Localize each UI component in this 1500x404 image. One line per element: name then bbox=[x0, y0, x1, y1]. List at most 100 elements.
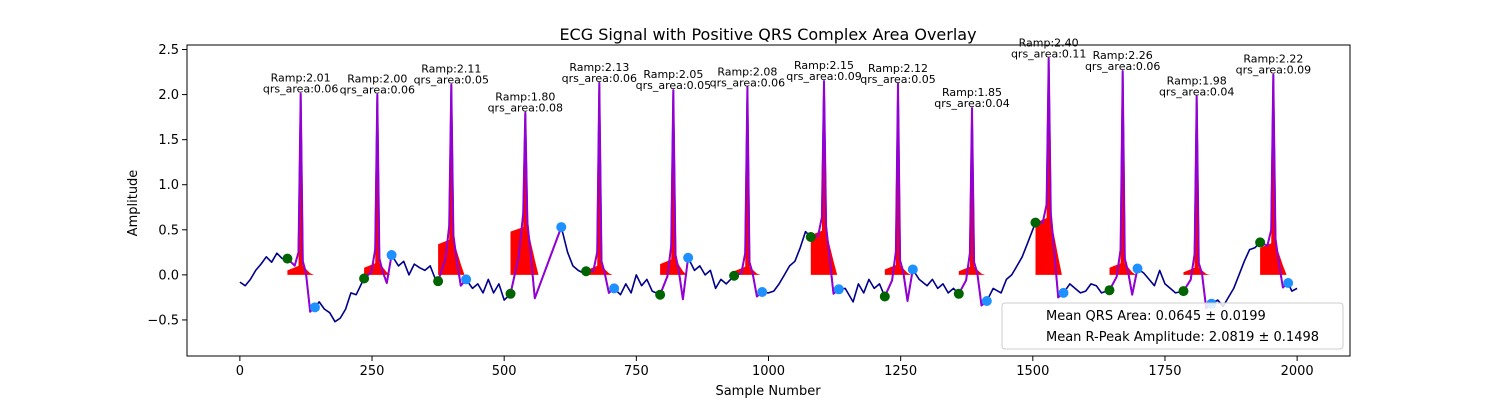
qrs-segment-line-6 bbox=[659, 89, 690, 301]
y-tick-label-4: 1.5 bbox=[158, 133, 179, 148]
qrs-segment-line-5 bbox=[586, 81, 615, 294]
qrs-segment-line-1 bbox=[286, 92, 315, 313]
qrs-area-label-1: qrs_area:0.06 bbox=[263, 83, 338, 96]
y-tick-label-1: 0.0 bbox=[158, 268, 179, 283]
qrs-area-fill-13 bbox=[1183, 96, 1210, 275]
r-amp-label-11: Ramp:2.40 bbox=[1019, 37, 1079, 50]
qrs-onset-marker-7 bbox=[729, 270, 740, 281]
axes: 0 250 500 750 1000 1250 1500 1750 2000 −0.5 0.0 0.5… bbox=[147, 43, 1351, 379]
qrs-area-fill-6 bbox=[660, 90, 687, 275]
r-amp-label-5: Ramp:2.13 bbox=[569, 61, 629, 74]
qrs-onset-marker-10 bbox=[953, 288, 964, 299]
qrs-offset-marker-6 bbox=[683, 252, 694, 263]
legend: Mean QRS Area: 0.0645 ± 0.0199 Mean R-Pe… bbox=[1001, 302, 1344, 350]
qrs-area-label-7: qrs_area:0.06 bbox=[710, 76, 785, 89]
y-tick-label-3: 1.0 bbox=[158, 178, 179, 193]
plot-content bbox=[239, 57, 1298, 323]
r-amp-label-14: Ramp:2.22 bbox=[1243, 53, 1303, 66]
r-amp-label-3: Ramp:2.11 bbox=[421, 63, 481, 76]
x-tick-label-750: 750 bbox=[624, 364, 649, 379]
qrs-offset-marker-11 bbox=[1058, 287, 1069, 298]
qrs-segment-line-14 bbox=[1259, 73, 1289, 289]
qrs-onset-marker-4 bbox=[505, 288, 516, 299]
qrs-area-fill-5 bbox=[586, 82, 613, 275]
qrs-area-fill-2 bbox=[364, 94, 391, 275]
qrs-area-label-11: qrs_area:0.11 bbox=[1011, 48, 1086, 61]
qrs-onset-marker-3 bbox=[433, 276, 444, 287]
qrs-onset-marker-12 bbox=[1104, 285, 1115, 296]
r-amp-label-2: Ramp:2.00 bbox=[347, 73, 407, 86]
qrs-onset-marker-14 bbox=[1255, 237, 1266, 248]
qrs-onset-marker-8 bbox=[805, 232, 816, 243]
qrs-offset-marker-9 bbox=[907, 264, 918, 275]
qrs-onset-marker-11 bbox=[1030, 217, 1041, 228]
qrs-offset-marker-3 bbox=[461, 274, 472, 285]
qrs-segment-line-2 bbox=[363, 93, 393, 284]
y-tick-label-6: 2.5 bbox=[158, 43, 179, 58]
x-tick-label-1750: 1750 bbox=[1148, 364, 1181, 379]
legend-entry-mean-r-peak-amplitude: Mean R-Peak Amplitude: 2.0819 ± 0.1498 bbox=[1046, 330, 1319, 345]
legend-entry-mean-qrs-area: Mean QRS Area: 0.0645 ± 0.0199 bbox=[1046, 309, 1266, 324]
qrs-area-fill-12 bbox=[1109, 71, 1136, 275]
y-tick-label-2: 0.5 bbox=[158, 223, 179, 238]
y-axis-label: Amplitude bbox=[126, 170, 141, 237]
qrs-offset-marker-1 bbox=[309, 302, 320, 313]
qrs-onset-marker-2 bbox=[359, 273, 370, 284]
qrs-area-label-6: qrs_area:0.05 bbox=[636, 79, 711, 92]
qrs-area-label-14: qrs_area:0.09 bbox=[1236, 64, 1311, 77]
qrs-offset-marker-4 bbox=[556, 222, 567, 233]
qrs-offset-marker-12 bbox=[1132, 263, 1143, 274]
qrs-offset-marker-7 bbox=[757, 286, 768, 297]
qrs-offset-marker-2 bbox=[386, 250, 397, 261]
r-amp-label-4: Ramp:1.80 bbox=[495, 91, 555, 104]
r-amp-label-6: Ramp:2.05 bbox=[643, 68, 703, 81]
qrs-area-label-5: qrs_area:0.06 bbox=[562, 72, 637, 85]
qrs-area-fill-8 bbox=[810, 81, 838, 275]
qrs-area-label-3: qrs_area:0.05 bbox=[414, 74, 489, 87]
qrs-segment-line-12 bbox=[1108, 70, 1139, 296]
qrs-segment-line-9 bbox=[883, 82, 914, 302]
qrs-area-fill-9 bbox=[884, 83, 912, 275]
r-amp-label-10: Ramp:1.85 bbox=[942, 86, 1002, 99]
qrs-onset-marker-6 bbox=[655, 289, 666, 300]
r-amp-label-9: Ramp:2.12 bbox=[868, 62, 928, 75]
qrs-segment-line-7 bbox=[733, 86, 763, 298]
qrs-segment-line-4 bbox=[509, 111, 563, 300]
qrs-area-label-9: qrs_area:0.05 bbox=[860, 73, 935, 86]
qrs-area-label-13: qrs_area:0.04 bbox=[1159, 85, 1234, 98]
qrs-area-label-12: qrs_area:0.06 bbox=[1085, 60, 1160, 73]
y-tick-label-5: 2.0 bbox=[158, 88, 179, 103]
r-amp-label-8: Ramp:2.15 bbox=[794, 59, 854, 72]
qrs-area-label-10: qrs_area:0.04 bbox=[934, 97, 1009, 110]
x-tick-label-500: 500 bbox=[492, 364, 517, 379]
r-amp-label-1: Ramp:2.01 bbox=[271, 72, 331, 85]
qrs-onset-marker-5 bbox=[581, 266, 592, 277]
x-tick-label-0: 0 bbox=[236, 364, 244, 379]
qrs-segment-line-10 bbox=[957, 107, 988, 307]
x-tick-label-250: 250 bbox=[360, 364, 385, 379]
qrs-area-fill-3 bbox=[438, 84, 465, 275]
qrs-segment-line-13 bbox=[1182, 95, 1213, 310]
qrs-area-label-4: qrs_area:0.08 bbox=[488, 102, 563, 115]
qrs-onset-marker-13 bbox=[1178, 286, 1189, 297]
qrs-offset-marker-10 bbox=[981, 296, 992, 307]
qrs-area-fill-14 bbox=[1260, 74, 1287, 275]
qrs-segment-line-8 bbox=[810, 80, 840, 295]
qrs-onset-marker-9 bbox=[879, 291, 890, 302]
x-tick-label-2000: 2000 bbox=[1281, 364, 1314, 379]
ecg-signal-line bbox=[239, 57, 1298, 323]
qrs-segment-line-11 bbox=[1035, 57, 1065, 299]
x-tick-label-1500: 1500 bbox=[1016, 364, 1049, 379]
y-tick-label-0: −0.5 bbox=[147, 313, 179, 328]
qrs-area-fill-10 bbox=[958, 108, 986, 275]
legend-box bbox=[1001, 302, 1344, 350]
r-amp-label-7: Ramp:2.08 bbox=[717, 65, 777, 78]
qrs-offset-marker-5 bbox=[609, 283, 620, 294]
chart-title: ECG Signal with Positive QRS Complex Are… bbox=[559, 25, 976, 44]
r-amp-label-13: Ramp:1.98 bbox=[1167, 74, 1227, 87]
x-tick-label-1000: 1000 bbox=[752, 364, 785, 379]
x-axis-label: Sample Number bbox=[715, 384, 821, 399]
qrs-offset-marker-8 bbox=[833, 284, 844, 295]
